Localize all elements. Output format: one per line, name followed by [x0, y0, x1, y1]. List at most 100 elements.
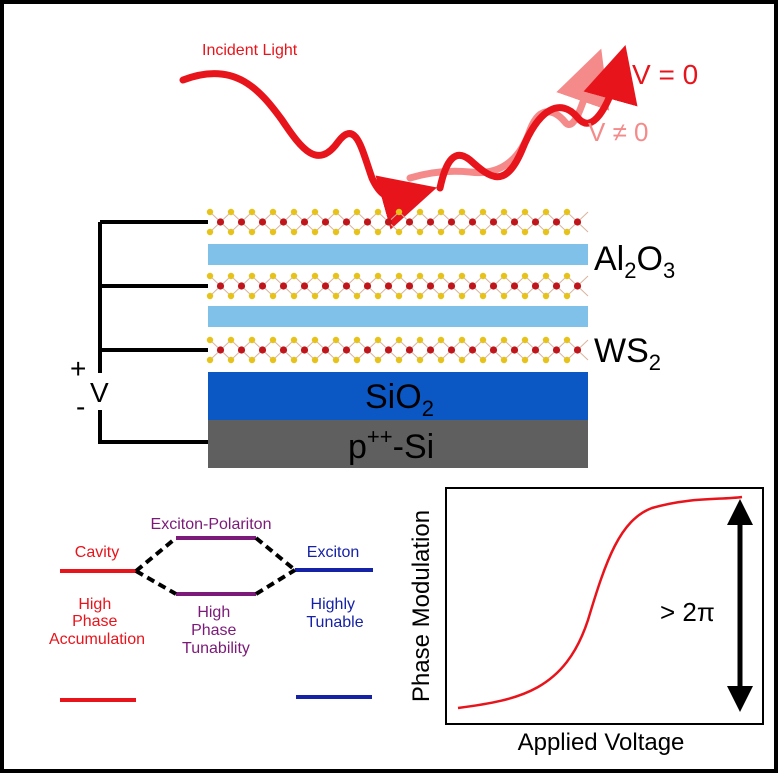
- sulfur-atom: [479, 336, 487, 344]
- tungsten-atom: [510, 282, 519, 290]
- tungsten-atom: [552, 218, 561, 226]
- sulfur-atom: [311, 272, 319, 280]
- sulfur-atom: [542, 292, 550, 300]
- ws2-label: WS2: [594, 332, 661, 375]
- range-arrow-head-bottom: [727, 686, 753, 712]
- sulfur-atom: [206, 208, 214, 216]
- tungsten-atom: [300, 346, 309, 354]
- bias-plus: +: [70, 353, 86, 384]
- tungsten-atom: [510, 346, 519, 354]
- sulfur-atom: [542, 228, 550, 236]
- sulfur-atom: [248, 228, 256, 236]
- sulfur-atom: [521, 336, 529, 344]
- sulfur-atom: [521, 228, 529, 236]
- sulfur-atom: [290, 292, 298, 300]
- sulfur-atom: [416, 336, 424, 344]
- sulfur-atom: [563, 208, 571, 216]
- phase-modulation-plot: > 2π Applied Voltage Phase Modulation: [408, 487, 764, 756]
- tungsten-atom: [573, 346, 582, 354]
- bias-circuit-wires: [98, 220, 208, 444]
- sulfur-atom: [374, 292, 382, 300]
- sulfur-atom: [563, 336, 571, 344]
- sulfur-atom: [437, 208, 445, 216]
- tungsten-atom: [468, 218, 477, 226]
- tungsten-atom: [426, 282, 435, 290]
- tungsten-atom: [237, 346, 246, 354]
- v-nonzero-label: V ≠ 0: [588, 117, 649, 147]
- sulfur-atom: [542, 336, 550, 344]
- sulfur-atom: [269, 292, 277, 300]
- cavity-label: Cavity: [75, 544, 119, 561]
- exciton-label: Exciton: [307, 544, 359, 561]
- tungsten-atom: [237, 282, 246, 290]
- si-substrate: [208, 420, 588, 468]
- tungsten-atom: [489, 282, 498, 290]
- sulfur-atom: [227, 336, 235, 344]
- incident-light-wave: [179, 70, 437, 230]
- tungsten-atom: [363, 346, 372, 354]
- sulfur-atom: [521, 356, 529, 364]
- tungsten-atom: [363, 282, 372, 290]
- sio2-label: SiO2: [365, 378, 434, 421]
- coupling-lines: [134, 536, 297, 596]
- sulfur-atom: [395, 208, 403, 216]
- ws2-monolayer-top: [206, 208, 589, 236]
- sulfur-atom: [206, 356, 214, 364]
- tungsten-atom: [573, 282, 582, 290]
- sulfur-atom: [206, 336, 214, 344]
- tungsten-atom: [489, 346, 498, 354]
- sulfur-atom: [332, 356, 340, 364]
- sulfur-atom: [206, 228, 214, 236]
- range-annotation: > 2π: [660, 597, 715, 627]
- sulfur-atom: [458, 336, 466, 344]
- sulfur-atom: [374, 208, 382, 216]
- sulfur-atom: [458, 208, 466, 216]
- sulfur-atom: [437, 272, 445, 280]
- tungsten-atom: [405, 282, 414, 290]
- tungsten-atom: [447, 282, 456, 290]
- sulfur-atom: [563, 356, 571, 364]
- sulfur-atom: [416, 228, 424, 236]
- sulfur-atom: [353, 292, 361, 300]
- bias-voltage: V: [90, 377, 109, 408]
- sulfur-atom: [374, 272, 382, 280]
- al2o3-layer-top: [208, 244, 588, 265]
- ws2-monolayer-middle: [206, 272, 589, 300]
- sulfur-atom: [395, 292, 403, 300]
- sulfur-atom: [311, 336, 319, 344]
- sulfur-atom: [479, 356, 487, 364]
- sulfur-atom: [206, 292, 214, 300]
- tungsten-atom: [321, 218, 330, 226]
- tungsten-atom: [300, 282, 309, 290]
- sulfur-atom: [395, 336, 403, 344]
- sulfur-atom: [248, 272, 256, 280]
- sulfur-atom: [479, 228, 487, 236]
- sulfur-atom: [269, 272, 277, 280]
- reflected-light-v-zero: [436, 45, 638, 192]
- tungsten-atom: [405, 218, 414, 226]
- tungsten-atom: [510, 218, 519, 226]
- sulfur-atom: [542, 272, 550, 280]
- sulfur-atom: [269, 336, 277, 344]
- tungsten-atom: [531, 218, 540, 226]
- plot-ylabel: Phase Modulation: [408, 510, 435, 702]
- tungsten-atom: [468, 346, 477, 354]
- sulfur-atom: [563, 292, 571, 300]
- tungsten-atom: [216, 282, 225, 290]
- tungsten-atom: [279, 218, 288, 226]
- bias-minus: -: [76, 391, 85, 422]
- tungsten-atom: [405, 346, 414, 354]
- sulfur-atom: [269, 356, 277, 364]
- sulfur-atom: [458, 228, 466, 236]
- sulfur-atom: [353, 272, 361, 280]
- sulfur-atom: [437, 292, 445, 300]
- sulfur-atom: [500, 336, 508, 344]
- sulfur-atom: [542, 356, 550, 364]
- al2o3-label: Al2O3: [594, 240, 675, 283]
- sulfur-atom: [416, 208, 424, 216]
- sulfur-atom: [332, 292, 340, 300]
- tungsten-atom: [384, 346, 393, 354]
- sulfur-atom: [248, 292, 256, 300]
- sulfur-atom: [395, 272, 403, 280]
- sulfur-atom: [542, 208, 550, 216]
